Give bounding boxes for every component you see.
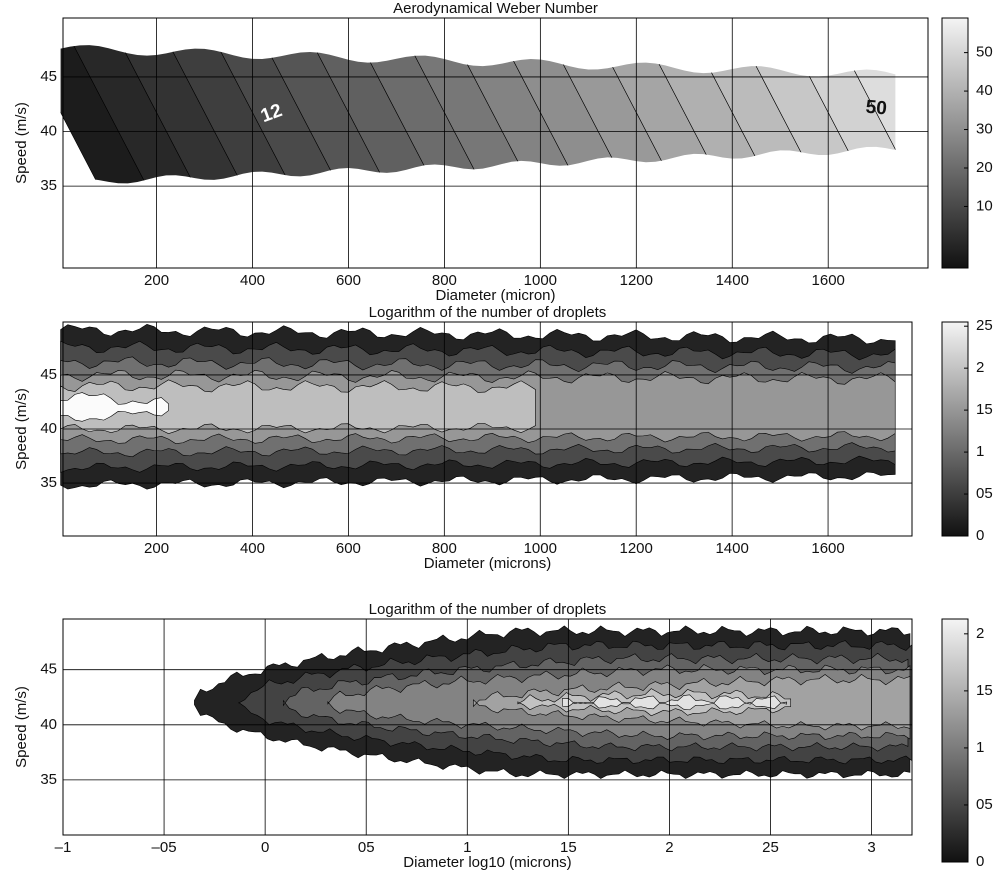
x-axis-label: Diameter (microns): [424, 555, 552, 572]
x-tick-label: 3: [867, 839, 875, 856]
colorbar-tick-label: 30: [976, 121, 993, 138]
contour-plot: [194, 625, 913, 779]
colorbar-tick-label: 25: [976, 317, 993, 334]
contour-band: [549, 45, 676, 184]
contour-band: [405, 45, 532, 184]
colorbar-tick-label: 1: [976, 739, 984, 756]
x-tick-label: 200: [144, 272, 169, 289]
contour-band: [261, 45, 388, 184]
x-tick-label: 15: [560, 839, 577, 856]
y-axis-label: Speed (m/s): [13, 388, 30, 470]
colorbar-tick-label: 1: [976, 443, 984, 460]
contour-band: [60, 379, 536, 434]
x-tick-label: 0: [261, 839, 269, 856]
colorbar-tick-label: 2: [976, 359, 984, 376]
contour-band: [561, 694, 787, 711]
contour-band: [453, 45, 580, 184]
y-axis-label: Speed (m/s): [13, 686, 30, 768]
colorbar-tick-label: 40: [976, 82, 993, 99]
colorbar-tick-label: 15: [976, 682, 993, 699]
x-tick-label: 1600: [811, 540, 844, 557]
x-axis-label: Diameter log10 (microns): [403, 854, 571, 871]
chart-title: Aerodynamical Weber Number: [393, 0, 598, 17]
plot-frame: [62, 618, 913, 836]
x-tick-label: 800: [432, 540, 457, 557]
contour-fill: [60, 45, 896, 184]
x-tick-label: 800: [432, 272, 457, 289]
contour-label: 50: [865, 97, 888, 120]
x-tick-label: –1: [55, 839, 72, 856]
chart-title: Logarithm of the number of droplets: [369, 304, 607, 321]
x-tick-label: 600: [336, 272, 361, 289]
y-tick-label: 45: [40, 68, 57, 85]
y-tick-label: 35: [40, 474, 57, 491]
x-tick-label: 1200: [620, 272, 653, 289]
contour-band: [741, 45, 868, 184]
x-tick-label: 1000: [524, 540, 557, 557]
colorbar-tick-label: 0: [976, 527, 984, 544]
y-tick-label: 35: [40, 771, 57, 788]
x-tick-label: 600: [336, 540, 361, 557]
y-tick-label: 40: [40, 420, 57, 437]
colorbar-tick-label: 2: [976, 625, 984, 642]
contour-band: [309, 45, 436, 184]
x-axis-label: Diameter (micron): [435, 287, 555, 304]
contour-band: [213, 45, 340, 184]
x-tick-label: 25: [762, 839, 779, 856]
colorbar-tick-label: 05: [976, 796, 993, 813]
contour-band: [645, 45, 772, 184]
x-tick-label: 1400: [716, 272, 749, 289]
colorbar-tick-label: 15: [976, 401, 993, 418]
contour-band: [60, 45, 148, 184]
contour-plot: [60, 45, 896, 184]
x-tick-label: 1600: [812, 272, 845, 289]
x-tick-label: 400: [240, 540, 265, 557]
y-tick-label: 45: [40, 366, 57, 383]
contour-band: [117, 45, 244, 184]
colorbar-tick-label: 20: [976, 159, 993, 176]
plot-frame: [62, 17, 929, 269]
contour-band: [357, 45, 484, 184]
x-tick-label: 400: [240, 272, 265, 289]
contour-plot: [60, 323, 896, 490]
colorbar: [941, 618, 969, 863]
y-tick-label: 40: [40, 716, 57, 733]
x-tick-label: 1400: [715, 540, 748, 557]
colorbar: [941, 321, 969, 537]
colorbar: [941, 17, 969, 269]
contour-band: [165, 45, 292, 184]
x-tick-label: 05: [358, 839, 375, 856]
contour-band: [597, 45, 724, 184]
x-tick-label: 2: [665, 839, 673, 856]
plot-frame: [62, 321, 913, 537]
colorbar-tick-label: 50: [976, 44, 993, 61]
x-tick-label: 200: [144, 540, 169, 557]
y-tick-label: 45: [40, 661, 57, 678]
colorbar-tick-label: 05: [976, 485, 993, 502]
contour-band: [693, 45, 820, 184]
chart-title: Logarithm of the number of droplets: [369, 601, 607, 618]
contour-band: [69, 45, 196, 184]
y-axis-label: Speed (m/s): [13, 102, 30, 184]
x-tick-label: 1000: [524, 272, 557, 289]
colorbar-tick-label: 10: [976, 197, 993, 214]
contour-band: [837, 45, 896, 184]
x-tick-label: –05: [152, 839, 177, 856]
contour-band: [60, 392, 169, 422]
x-tick-label: 1200: [620, 540, 653, 557]
x-tick-label: 1: [463, 839, 471, 856]
contour-band: [501, 45, 628, 184]
y-tick-label: 35: [40, 177, 57, 194]
y-tick-label: 40: [40, 123, 57, 140]
colorbar-tick-label: 0: [976, 853, 984, 870]
